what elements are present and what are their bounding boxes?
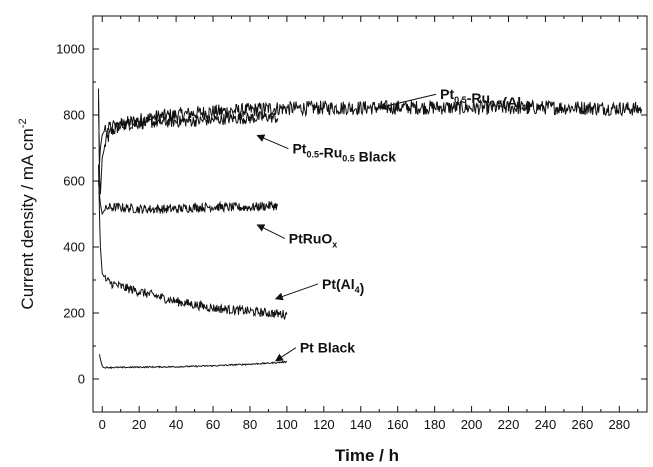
x-tick-label: 260: [572, 417, 594, 432]
x-axis-title: Time / h: [335, 446, 399, 465]
annotation-arrow-2: [256, 224, 285, 239]
annotation-label-0: Pt0.5-Ru0.5(Al4): [440, 86, 531, 114]
x-tick-label: 20: [132, 417, 146, 432]
y-tick-label: 800: [63, 108, 85, 123]
x-tick-label: 120: [313, 417, 335, 432]
x-tick-label: 160: [387, 417, 409, 432]
y-tick-label: 200: [63, 306, 85, 321]
y-tick-label: 1000: [56, 42, 85, 57]
annotation-text-part: Pt Black: [300, 340, 355, 356]
x-tick-label: 60: [206, 417, 220, 432]
series-line-0: [98, 88, 642, 195]
annotation-subscript: x: [332, 239, 337, 249]
x-tick-label: 100: [276, 417, 298, 432]
annotation-arrow-0: [378, 93, 437, 111]
annotation-group: Pt0.5-Ru0.5(Al4)Pt0.5-Ru0.5 BlackPtRuOxP…: [256, 86, 531, 362]
annotation-label-3: Pt(Al4): [322, 276, 364, 296]
y-axis-title: Current density / mA cm-2: [17, 118, 37, 309]
annotation-arrow-1: [256, 134, 289, 150]
x-tick-label: 0: [99, 417, 106, 432]
annotation-text-part: -Ru: [319, 145, 342, 161]
annotation-text-part: ): [360, 280, 365, 296]
x-tick-label: 280: [608, 417, 630, 432]
y-tick-label: 600: [63, 174, 85, 189]
y-tick-label: 0: [78, 372, 85, 387]
annotation-subscript: 0.5: [306, 150, 319, 160]
annotation-text-part: Pt: [440, 86, 454, 102]
annotation-text-part: Pt: [292, 141, 306, 157]
series-line-4: [99, 354, 288, 369]
annotation-subscript: 0.5: [490, 99, 503, 109]
annotation-text-part: PtRuO: [289, 230, 333, 246]
plot-frame: [92, 15, 648, 413]
series-line-3: [98, 164, 288, 321]
annotation-subscript: 0.5: [454, 95, 467, 105]
x-tick-label: 180: [424, 417, 446, 432]
annotation-subscript: 4: [521, 103, 526, 113]
x-tick-label: 40: [169, 417, 183, 432]
y-axis-title-superscript: -2: [17, 118, 29, 128]
annotation-arrow-3: [274, 283, 319, 301]
series-line-2: [98, 180, 279, 216]
y-axis: 0 200 400 600 800 1000: [56, 15, 647, 413]
annotation-arrow-4: [274, 347, 297, 362]
y-axis-title-main: Current density / mA cm: [18, 128, 37, 309]
x-tick-label: 140: [350, 417, 372, 432]
x-tick-label: 80: [243, 417, 257, 432]
annotation-text-part: -Ru: [467, 90, 490, 106]
series-group: [98, 88, 642, 369]
x-axis: 0 20 40 60 80 100 120 140 160 180 200 220 240 260 280: [99, 16, 639, 432]
annotation-label-4: Pt Black: [300, 340, 355, 356]
annotation-subscript: 0.5: [342, 154, 355, 164]
y-tick-label: 400: [63, 240, 85, 255]
annotation-label-1: Pt0.5-Ru0.5 Black: [292, 141, 396, 165]
x-tick-label: 240: [535, 417, 557, 432]
annotation-text-part: Pt(Al: [322, 276, 355, 292]
annotation-subscript: 4: [355, 285, 360, 295]
annotation-label-2: PtRuOx: [289, 230, 338, 249]
annotation-text-part: ): [526, 98, 531, 114]
annotation-text-part: Black: [355, 149, 396, 165]
x-tick-label: 220: [498, 417, 520, 432]
annotation-text-part: (Al: [503, 94, 522, 110]
series-line-1: [98, 98, 279, 165]
x-tick-label: 200: [461, 417, 483, 432]
